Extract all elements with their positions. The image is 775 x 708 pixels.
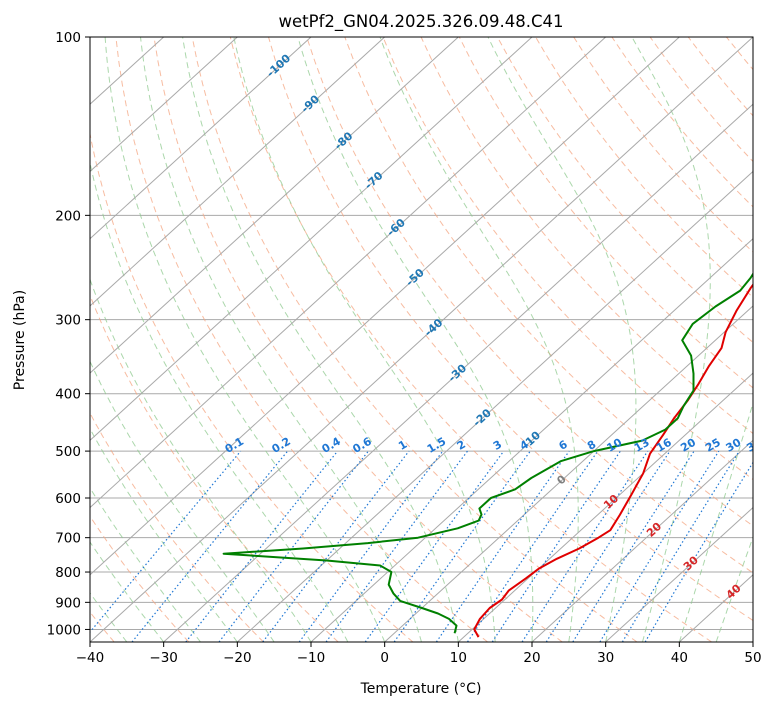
mixing-ratio-lines [90,450,753,642]
y-tick-label: 500 [55,444,81,460]
mixing-ratio-line [325,450,468,642]
isotherm-line [90,37,680,576]
isotherm-line [90,37,238,173]
x-tick-label: 30 [597,650,614,666]
y-tick-label: 900 [55,595,81,611]
x-tick-label: −20 [223,650,252,666]
mixing-ratio-line [621,450,740,642]
profile-series [222,272,753,638]
isotherm-line [605,506,753,642]
mixing-ratio-line [364,450,505,642]
x-tick-label: 20 [523,650,540,666]
x-tick-label: 10 [450,650,467,666]
dry-adiabat [90,515,190,642]
isotherm-line [90,37,753,642]
mixing-ratio-line [466,450,599,642]
moist-adiabat [90,360,275,642]
chart-title: wetPf2_GN04.2025.326.09.48.C41 [279,12,564,32]
moist-adiabat [140,37,422,642]
dry-adiabat [153,37,563,642]
moist-adiabat [379,37,579,642]
isotherm-line [90,37,533,442]
y-tick-label: 700 [55,531,81,547]
x-tick-label: 40 [671,650,688,666]
y-tick-label: 600 [55,491,81,507]
x-tick-label: −30 [149,650,178,666]
moist-adiabat [182,37,459,642]
x-tick-label: −10 [297,650,326,666]
dry-adiabat [191,37,638,642]
moist-adiabat [90,541,165,642]
dry-adiabat [90,131,414,642]
mixing-ratio-line [90,450,242,633]
moist-adiabat [487,37,637,642]
moist-adiabat [90,487,201,642]
x-tick-label: 50 [744,650,761,666]
mixing-ratio-line [572,450,695,642]
mixing-ratio-line [491,450,621,642]
x-tick-label: −40 [76,650,105,666]
isotherm-line [90,37,312,240]
dry-adiabat [535,37,753,298]
skewed-isotherms [90,37,753,642]
dry-adiabat [306,37,753,574]
moist-adiabat [90,160,349,642]
isotherm-line [457,372,753,642]
moist-adiabat [631,37,711,642]
mixing-ratio-line [131,450,289,642]
y-tick-label: 1000 [47,622,81,638]
isotherm-line [90,37,607,509]
isotherm-line [384,305,753,642]
dry-adiabat [496,37,753,344]
mixing-ratio-line [185,450,339,642]
mixing-ratio-line [545,450,671,642]
mixing-ratio-label: 36 [744,436,764,455]
isotherm-line [310,237,753,642]
dry-adiabat [268,37,753,622]
x-axis-title: Temperature (°C) [360,681,482,697]
y-axis-title: Pressure (hPa) [12,290,28,390]
mixing-ratio-line [262,450,410,642]
moist-adiabat [678,401,753,642]
axes: −40 −30 −20 −10 0 10 20 30 40 50 100 200 300 400 500 60… [47,30,762,666]
moist-adiabat [233,37,496,642]
y-tick-label: 200 [55,208,81,224]
profile-line [473,283,753,638]
x-tick-label: 0 [380,650,389,666]
moist-adiabat [90,427,238,642]
isotherm-line [236,170,753,642]
dry-adiabat [90,412,264,642]
y-tick-label: 100 [55,30,81,46]
mixing-ratio-line [521,450,649,642]
moist-adiabat [715,535,753,642]
isotherm-line [531,439,753,642]
isotherm-line [90,37,386,307]
dry-adiabat [382,37,753,481]
moist-adiabat [297,37,534,642]
y-tick-label: 400 [55,387,81,403]
y-tick-label: 800 [55,565,81,581]
moist-adiabat [104,37,386,642]
profile-line [222,272,753,634]
isotherm-line [90,37,459,374]
y-tick-label: 300 [55,313,81,329]
mixing-ratio-line [435,450,570,642]
dry-adiabat [115,37,488,642]
plot-frame [89,36,754,643]
isotherm-line [163,103,753,642]
moist-adiabat [90,592,128,642]
